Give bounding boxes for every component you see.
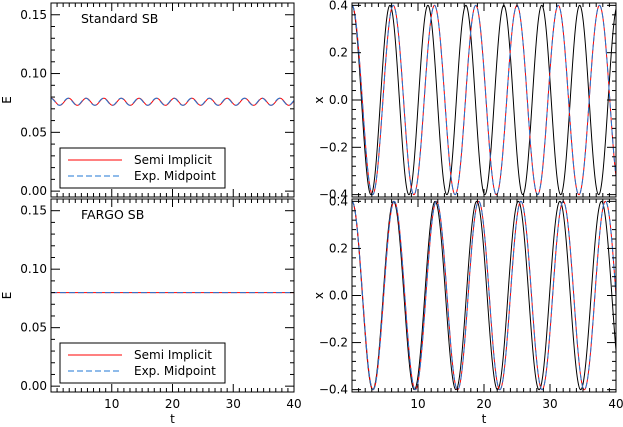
- panel-annotation: Standard SB: [81, 11, 158, 26]
- legend: Semi Implicit Exp. Midpoint: [59, 147, 226, 189]
- y-tick-label: 0.15: [20, 8, 47, 22]
- x-axis-label: t: [482, 412, 487, 426]
- legend-label: Semi Implicit: [134, 348, 212, 362]
- y-tick-label: −0.4: [319, 383, 348, 397]
- panel-3: 0.00 0.05 0.10 0.15 10 20 30 40 t E FARGO SB Semi I…: [0, 198, 302, 426]
- series-line-2-3: [352, 4, 616, 196]
- x-tick-label: 30: [542, 397, 557, 411]
- x-tick-label: 40: [286, 397, 301, 411]
- series-line-4-1: [352, 200, 616, 391]
- y-tick-label: 0.2: [329, 241, 348, 255]
- y-tick-label: 0.15: [20, 204, 47, 218]
- y-tick-label: −0.4: [319, 188, 348, 202]
- x-tick-label: 10: [104, 397, 119, 411]
- series-line-1-1: [51, 97, 294, 106]
- series-line-2-2: [352, 4, 616, 196]
- panel-annotation: FARGO SB: [81, 207, 144, 222]
- legend: Semi Implicit Exp. Midpoint: [59, 342, 226, 384]
- panel-1: 0.00 0.05 0.10 0.15 E Standard SB Semi Implici…: [0, 2, 295, 198]
- panel-4: −0.4 −0.2 0.0 0.2 0.4 10 20 30 40 t x: [312, 194, 623, 426]
- plot-frame: [351, 2, 617, 198]
- y-axis-label: x: [312, 292, 326, 299]
- y-tick-label: 0.0: [329, 93, 348, 107]
- y-axis-label: E: [0, 96, 14, 104]
- y-tick-label: 0.0: [329, 289, 348, 303]
- x-tick-label: 20: [476, 397, 491, 411]
- y-tick-label: 0.10: [20, 67, 47, 81]
- legend-box: [59, 342, 226, 384]
- panel-2: −0.4 −0.2 0.0 0.2 0.4 x: [312, 0, 617, 202]
- y-axis-label: E: [0, 292, 14, 300]
- legend-label: Exp. Midpoint: [134, 169, 216, 183]
- x-tick-label: 10: [410, 397, 425, 411]
- legend-label: Semi Implicit: [134, 153, 212, 167]
- y-tick-label: 0.00: [20, 184, 47, 198]
- y-tick-label: 0.00: [20, 379, 47, 393]
- x-tick-label: 20: [165, 397, 180, 411]
- y-tick-label: 0.05: [20, 321, 47, 335]
- y-tick-label: −0.2: [319, 140, 348, 154]
- x-tick-label: 40: [608, 397, 623, 411]
- y-tick-label: 0.10: [20, 262, 47, 276]
- series-line-4-3: [352, 200, 616, 391]
- legend-label: Exp. Midpoint: [134, 364, 216, 378]
- series-line-2-1: [352, 4, 616, 196]
- y-tick-label: 0.05: [20, 125, 47, 139]
- x-axis-label: t: [170, 412, 175, 426]
- legend-box: [59, 147, 226, 189]
- y-tick-label: 0.4: [329, 194, 348, 208]
- x-tick-label: 30: [226, 397, 241, 411]
- y-tick-label: −0.2: [319, 336, 348, 350]
- y-axis-label: x: [312, 96, 326, 103]
- y-tick-label: 0.2: [329, 46, 348, 60]
- y-tick-label: 0.4: [329, 0, 348, 12]
